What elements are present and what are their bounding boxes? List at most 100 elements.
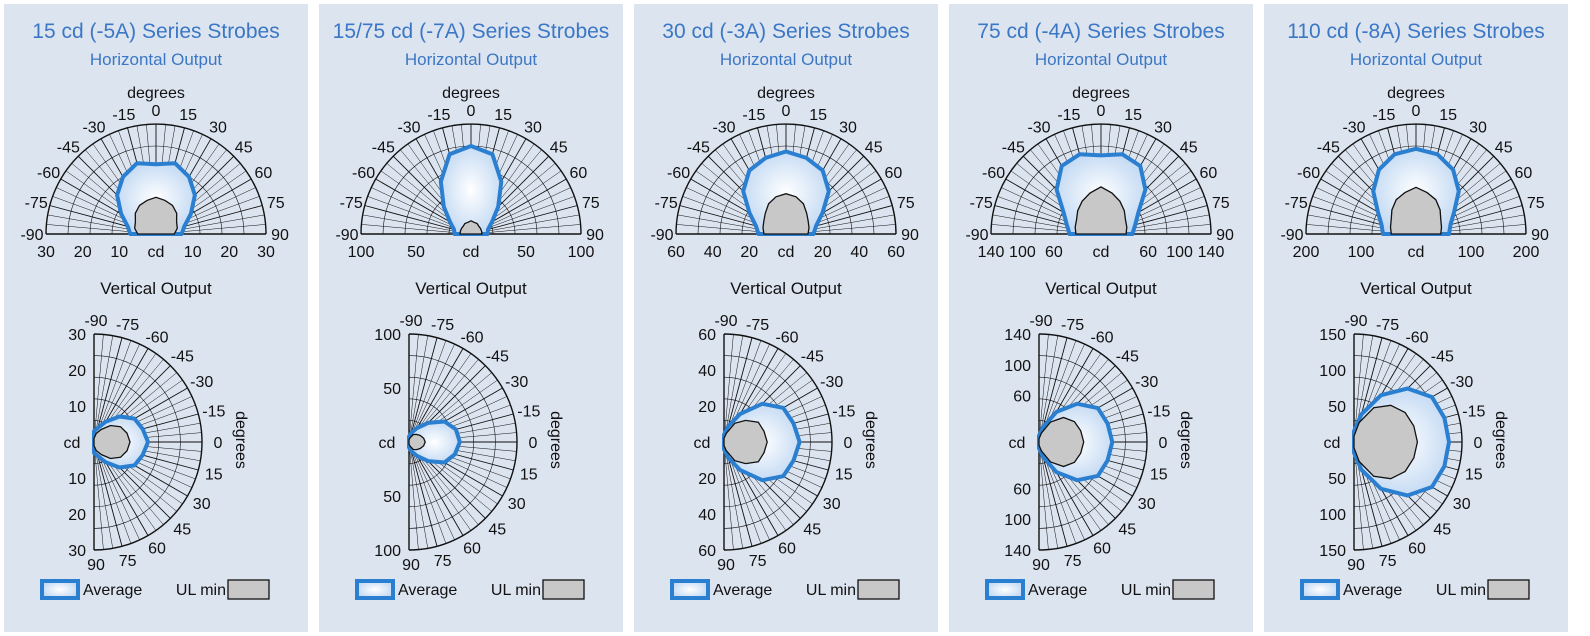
vertical-angle-tick: 0 [844, 435, 853, 452]
horizontal-angle-tick: -75 [340, 195, 363, 212]
grid-ring [1038, 355, 1126, 529]
horizontal-angle-tick: 75 [1527, 195, 1545, 212]
vertical-angle-tick: 90 [1347, 557, 1365, 574]
horizontal-radial-tick-left: 100 [1348, 244, 1375, 261]
vertical-angle-tick: 60 [1093, 541, 1111, 558]
horizontal-angle-tick: 90 [271, 227, 289, 244]
horizontal-radial-tick-right: 50 [517, 244, 535, 261]
vertical-angle-tick: -75 [1376, 317, 1399, 334]
vertical-angle-label: degrees [1177, 411, 1194, 469]
vertical-angle-tick: 30 [508, 496, 526, 513]
grid-ring [990, 123, 1212, 235]
horizontal-angle-tick: 30 [839, 120, 857, 137]
grid-ring [408, 355, 496, 529]
vertical-radial-label: cd [379, 435, 396, 452]
horizontal-angle-tick: 90 [586, 227, 604, 244]
vertical-radial-tick-bottom: 10 [68, 471, 86, 488]
vertical-angle-tick: 15 [520, 467, 538, 484]
grid-spoke [1038, 441, 1059, 549]
vertical-radial-tick-bottom: 20 [68, 507, 86, 524]
horizontal-angle-tick: -30 [1027, 120, 1050, 137]
horizontal-angle-tick: 15 [809, 107, 827, 124]
horizontal-radial-tick-right: 100 [1458, 244, 1485, 261]
horizontal-ul-min-series [762, 193, 810, 235]
vertical-ul-min-series [93, 424, 131, 460]
vertical-radial-tick-bottom: 30 [68, 543, 86, 560]
horizontal-subtitle: Horizontal Output [1035, 50, 1168, 69]
chart-title: 15 cd (-5A) Series Strobes [32, 20, 279, 43]
grid-ring [67, 145, 245, 235]
horizontal-angle-tick: 15 [1439, 107, 1457, 124]
grid-spoke [1038, 441, 1049, 550]
grid-spoke [93, 335, 114, 443]
horizontal-angle-tick: 60 [1515, 165, 1533, 182]
vertical-subtitle: Vertical Output [415, 279, 527, 298]
horizontal-angle-tick: 75 [582, 195, 600, 212]
legend-ul-min-label: UL min [491, 582, 541, 599]
horizontal-radial-label: cd [778, 244, 795, 261]
chart-title: 75 cd (-4A) Series Strobes [977, 20, 1224, 43]
legend-average-label: Average [83, 582, 142, 599]
vertical-angle-tick: -60 [460, 329, 483, 346]
horizontal-radial-tick-left: 200 [1293, 244, 1320, 261]
horizontal-angle-tick: -75 [970, 195, 993, 212]
vertical-angle-tick: 90 [402, 557, 420, 574]
horizontal-angle-tick: 60 [885, 165, 903, 182]
legend-ul-min-swatch [542, 579, 585, 600]
horizontal-radial-tick-left: 100 [348, 244, 375, 261]
vertical-radial-tick-top: 50 [383, 381, 401, 398]
grid-spoke [408, 441, 429, 549]
grid-spoke [723, 441, 734, 550]
vertical-radial-tick-top: 60 [698, 327, 716, 344]
horizontal-radial-tick-right: 30 [257, 244, 275, 261]
panel-2: 15/75 cd (-7A) Series Strobes Horizontal … [319, 4, 623, 632]
grid-spoke [408, 441, 455, 541]
horizontal-angle-tick: -45 [1317, 139, 1340, 156]
horizontal-ul-min-series [1389, 186, 1443, 235]
vertical-angle-tick: 45 [173, 521, 191, 538]
grid-spoke [408, 340, 447, 443]
horizontal-radial-tick-right: 10 [184, 244, 202, 261]
horizontal-angle-tick: -15 [742, 107, 765, 124]
vertical-radial-tick-bottom: 60 [698, 543, 716, 560]
vertical-radial-tick-top: 150 [1319, 327, 1346, 344]
horizontal-angle-tick: -30 [712, 120, 735, 137]
horizontal-radial-tick-right: 40 [850, 244, 868, 261]
grid-spoke [408, 335, 429, 443]
horizontal-angle-label: degrees [442, 85, 500, 102]
grid-ring [1038, 333, 1148, 551]
horizontal-angle-label: degrees [757, 85, 815, 102]
vertical-angle-tick: 45 [488, 521, 506, 538]
horizontal-angle-tick: 90 [1531, 227, 1549, 244]
grid-ring [723, 355, 811, 529]
vertical-angle-tick: 90 [1032, 557, 1050, 574]
horizontal-angle-tick: 75 [897, 195, 915, 212]
horizontal-angle-tick: 30 [1154, 120, 1172, 137]
horizontal-average-series [438, 144, 504, 236]
vertical-angle-tick: -30 [820, 374, 843, 391]
strobe-chart-2: 15/75 cd (-7A) Series Strobes Horizontal … [333, 20, 609, 600]
legend: Average UL min [40, 579, 270, 600]
vertical-angle-tick: 75 [1064, 553, 1082, 570]
vertical-angle-tick: 30 [1453, 496, 1471, 513]
vertical-angle-tick: 15 [835, 467, 853, 484]
horizontal-average-series [741, 149, 831, 236]
grid-ring [360, 123, 582, 235]
vertical-angle-label: degrees [232, 411, 249, 469]
horizontal-angle-tick: 75 [1212, 195, 1230, 212]
grid-spoke [723, 334, 734, 443]
vertical-ul-min-series [1353, 404, 1419, 480]
vertical-angle-label: degrees [1492, 411, 1509, 469]
vertical-radial-tick-bottom: 60 [1013, 481, 1031, 498]
grid-ring [697, 145, 875, 235]
horizontal-angle-tick: 75 [267, 195, 285, 212]
vertical-radial-tick-bottom: 50 [383, 489, 401, 506]
vertical-angle-tick: 60 [463, 541, 481, 558]
panel-1: 15 cd (-5A) Series Strobes Horizontal Out… [4, 4, 308, 632]
horizontal-radial-tick-left: 30 [37, 244, 55, 261]
vertical-radial-tick-top: 50 [1328, 399, 1346, 416]
horizontal-ul-min-series [134, 196, 178, 235]
horizontal-angle-tick: -75 [1285, 195, 1308, 212]
vertical-radial-tick-top: 30 [68, 327, 86, 344]
horizontal-angle-tick: 15 [494, 107, 512, 124]
